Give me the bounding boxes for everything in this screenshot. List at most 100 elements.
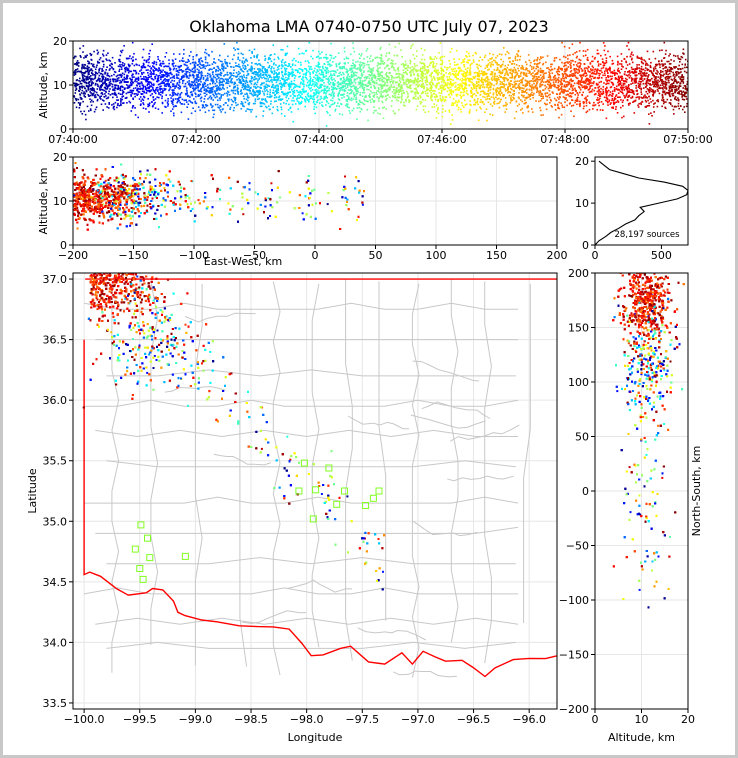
source-point [277,88,279,90]
source-point [105,83,107,85]
county-line [150,281,159,645]
source-point [577,72,579,75]
source-point [478,75,480,78]
source-point [278,73,280,75]
source-point [422,105,425,108]
source-point [267,105,270,107]
source-point [582,107,585,110]
source-point [567,75,569,77]
source-point [401,95,403,97]
source-point [195,62,197,64]
source-point [491,77,493,79]
source-point [434,98,437,101]
source-point [681,75,683,77]
source-point [382,62,384,65]
source-point [589,76,591,78]
source-point [503,85,506,87]
source-point [681,74,683,76]
source-point [574,93,577,96]
source-point [231,103,233,106]
source-point [147,90,149,92]
source-point [275,64,277,66]
source-point [648,91,651,94]
source-point [212,109,214,112]
source-point [654,85,657,88]
source-point [84,72,86,74]
source-point [358,106,361,109]
source-point [447,86,449,89]
source-point [510,95,513,97]
source-point [561,85,563,88]
source-point [100,98,102,100]
source-point [211,106,213,109]
source-point [413,82,416,84]
source-point [677,55,679,57]
source-point [535,87,537,90]
source-point [167,98,169,100]
source-point [612,62,615,65]
source-point [563,84,566,86]
source-point [215,73,217,76]
source-point [464,72,466,74]
source-point [226,81,228,84]
source-point [546,103,548,105]
source-point [584,75,587,77]
source-point [665,82,667,85]
source-point [340,74,343,76]
source-point [505,68,507,71]
source-point [153,60,156,63]
source-point [153,72,155,74]
source-point [129,101,132,104]
source-point [427,95,429,98]
source-point [437,107,439,109]
source-point [485,108,488,110]
source-point [198,95,200,97]
source-point [661,49,663,51]
source-point [187,70,189,73]
source-point [560,102,562,104]
source-point [390,84,392,86]
source-point [662,64,665,67]
source-point [358,99,361,102]
source-point [638,72,640,75]
source-point [438,71,440,74]
source-point [275,100,277,102]
source-point [338,83,341,85]
source-point [180,111,183,114]
source-point [190,70,192,72]
source-point [662,102,665,105]
source-point [141,66,144,69]
source-point [563,90,565,92]
source-point [618,70,620,72]
source-point [125,66,128,69]
source-point [251,62,253,64]
source-point [117,92,120,95]
source-point [427,66,429,68]
source-point [118,87,121,90]
source-point [639,85,641,87]
source-point [376,96,378,98]
source-point [280,60,283,63]
source-point [408,80,410,83]
source-point [300,64,302,66]
source-point [439,85,442,88]
source-point [518,80,521,82]
source-point [322,75,325,77]
source-point [171,63,174,66]
source-point [172,103,174,106]
source-point [73,74,76,76]
source-point [331,74,334,77]
source-point [264,98,267,100]
source-point [654,91,656,94]
source-point [89,52,91,55]
source-point [302,88,305,90]
source-point [369,60,372,63]
source-point [398,75,400,78]
source-point [245,86,248,88]
source-point [275,96,278,99]
source-point [316,69,319,71]
source-point [263,103,266,105]
source-point [511,73,513,75]
source-point [602,91,604,93]
source-point [204,48,207,51]
